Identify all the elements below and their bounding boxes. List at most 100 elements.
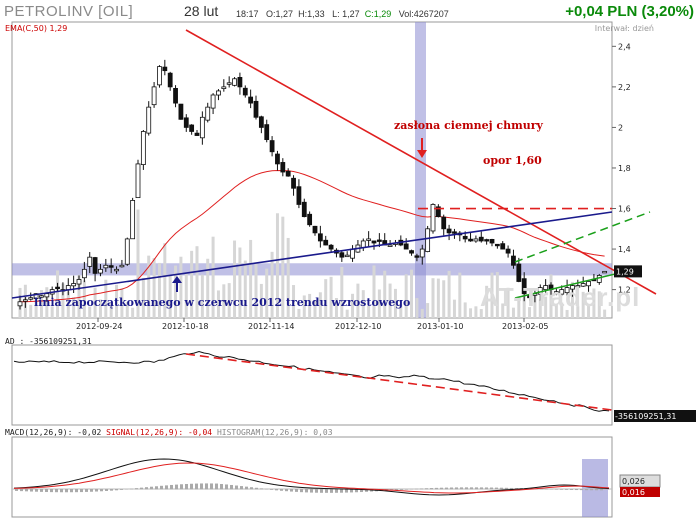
candle-body: [446, 228, 452, 234]
candle-body: [216, 90, 221, 96]
y-tick-label: 1,8: [618, 164, 631, 173]
macd-histogram-bar: [310, 489, 313, 493]
macd-histogram-bar: [600, 489, 603, 491]
candle-body: [167, 72, 173, 88]
candle-body: [114, 268, 119, 272]
macd-histogram-bar: [455, 487, 458, 490]
candle-body: [494, 243, 500, 247]
candle-body: [140, 131, 146, 165]
macd-histogram-bar: [495, 487, 498, 490]
candle-body: [419, 248, 425, 258]
macd-histogram-bar: [50, 489, 53, 493]
volume-bar: [490, 272, 494, 318]
macd-legend-macd: MACD(12,26,9): -0,02: [5, 428, 102, 437]
candle-body: [103, 264, 109, 269]
x-tick-label: 2013-01-10: [417, 322, 464, 331]
volume-bar: [410, 269, 414, 318]
macd-histogram-bar: [280, 489, 283, 491]
volume-bar: [538, 299, 542, 318]
volume-bar: [560, 302, 564, 318]
candle-body: [580, 283, 586, 287]
volume-bar: [152, 258, 156, 318]
volume-bar: [549, 274, 553, 318]
macd-histogram-bar: [245, 486, 248, 490]
signal-line: [13, 462, 610, 494]
candle-body: [81, 268, 87, 279]
candle-body: [237, 77, 243, 88]
quote-high: H:1,33: [298, 9, 325, 19]
macd-histogram-bar: [440, 487, 443, 490]
macd-histogram-bar: [410, 488, 413, 490]
macd-histogram-bar: [120, 489, 123, 490]
candle-body: [521, 278, 527, 295]
ad-panel: [11, 344, 613, 426]
volume-bar: [334, 297, 338, 318]
volume-bar: [179, 256, 183, 318]
uptrend-line: [11, 211, 613, 299]
macd-histogram-bar: [405, 489, 408, 490]
macd-histogram-bar: [505, 487, 508, 490]
candle-body: [441, 216, 447, 230]
candle-body: [339, 252, 345, 258]
volume-bar: [528, 307, 532, 318]
candle-body: [151, 86, 157, 106]
macd-histogram-bar: [140, 487, 143, 490]
volume-bar: [597, 291, 601, 318]
candle-body: [430, 204, 436, 232]
macd-histogram-bar: [260, 488, 263, 490]
macd-histogram-bar: [335, 489, 338, 493]
volume-bar: [222, 284, 226, 318]
volume-bar: [372, 265, 376, 318]
volume-bar: [388, 283, 392, 318]
volume-bar: [356, 283, 360, 318]
candle-body: [307, 213, 313, 226]
watermark: AT-Trader.pl: [480, 282, 641, 312]
candle-body: [301, 201, 307, 218]
macd-histogram-bar: [540, 488, 543, 490]
macd-histogram-bar: [590, 489, 593, 491]
annotation-uptrend: linia zapoczątkowanego w czerwcu 2012 tr…: [34, 296, 411, 309]
ad-trend-line: [185, 353, 613, 411]
macd-histogram-bar: [160, 485, 163, 490]
volume-bar: [275, 213, 279, 318]
volume-bar: [554, 303, 558, 318]
candle-body: [39, 295, 44, 298]
volume-bar: [281, 216, 285, 318]
macd-histogram-bar: [555, 489, 558, 490]
volume-bar: [109, 302, 113, 318]
ad-value-label: -356109251,31: [615, 412, 676, 421]
candle-body: [280, 162, 286, 173]
candle-body: [226, 82, 232, 85]
candle-body: [199, 116, 205, 139]
macd-histogram-bar: [460, 487, 463, 490]
macd-histogram-bar: [480, 487, 483, 490]
quote-low: L: 1,27: [332, 9, 360, 19]
candle-body: [146, 106, 152, 134]
candle-body: [371, 240, 377, 244]
candle-body: [478, 236, 484, 242]
candle-body: [28, 297, 34, 300]
volume-bar: [302, 295, 306, 318]
macd-histogram-bar: [45, 489, 48, 493]
volume-bar: [415, 298, 419, 318]
candle-body: [484, 239, 490, 242]
macd-histogram-bar: [265, 488, 268, 490]
macd-histogram-bar: [240, 486, 243, 490]
volume-bar: [329, 276, 333, 318]
macd-panel: [11, 436, 613, 518]
macd-histogram-bar: [315, 489, 318, 493]
volume-bar: [211, 236, 215, 318]
candle-body: [205, 106, 211, 121]
volume-bar: [308, 293, 312, 318]
macd-histogram-bar: [580, 489, 583, 491]
ticker-title: PETROLINV [OIL]: [4, 3, 134, 20]
macd-histogram-bar: [320, 489, 323, 493]
candle-body: [194, 132, 200, 136]
x-tick-label: 2012-10-18: [162, 322, 209, 331]
macd-histogram-bar: [180, 484, 183, 490]
candle-body: [414, 255, 420, 258]
support-band: [12, 263, 612, 276]
volume-bar: [216, 290, 220, 318]
candle-body: [285, 170, 291, 177]
